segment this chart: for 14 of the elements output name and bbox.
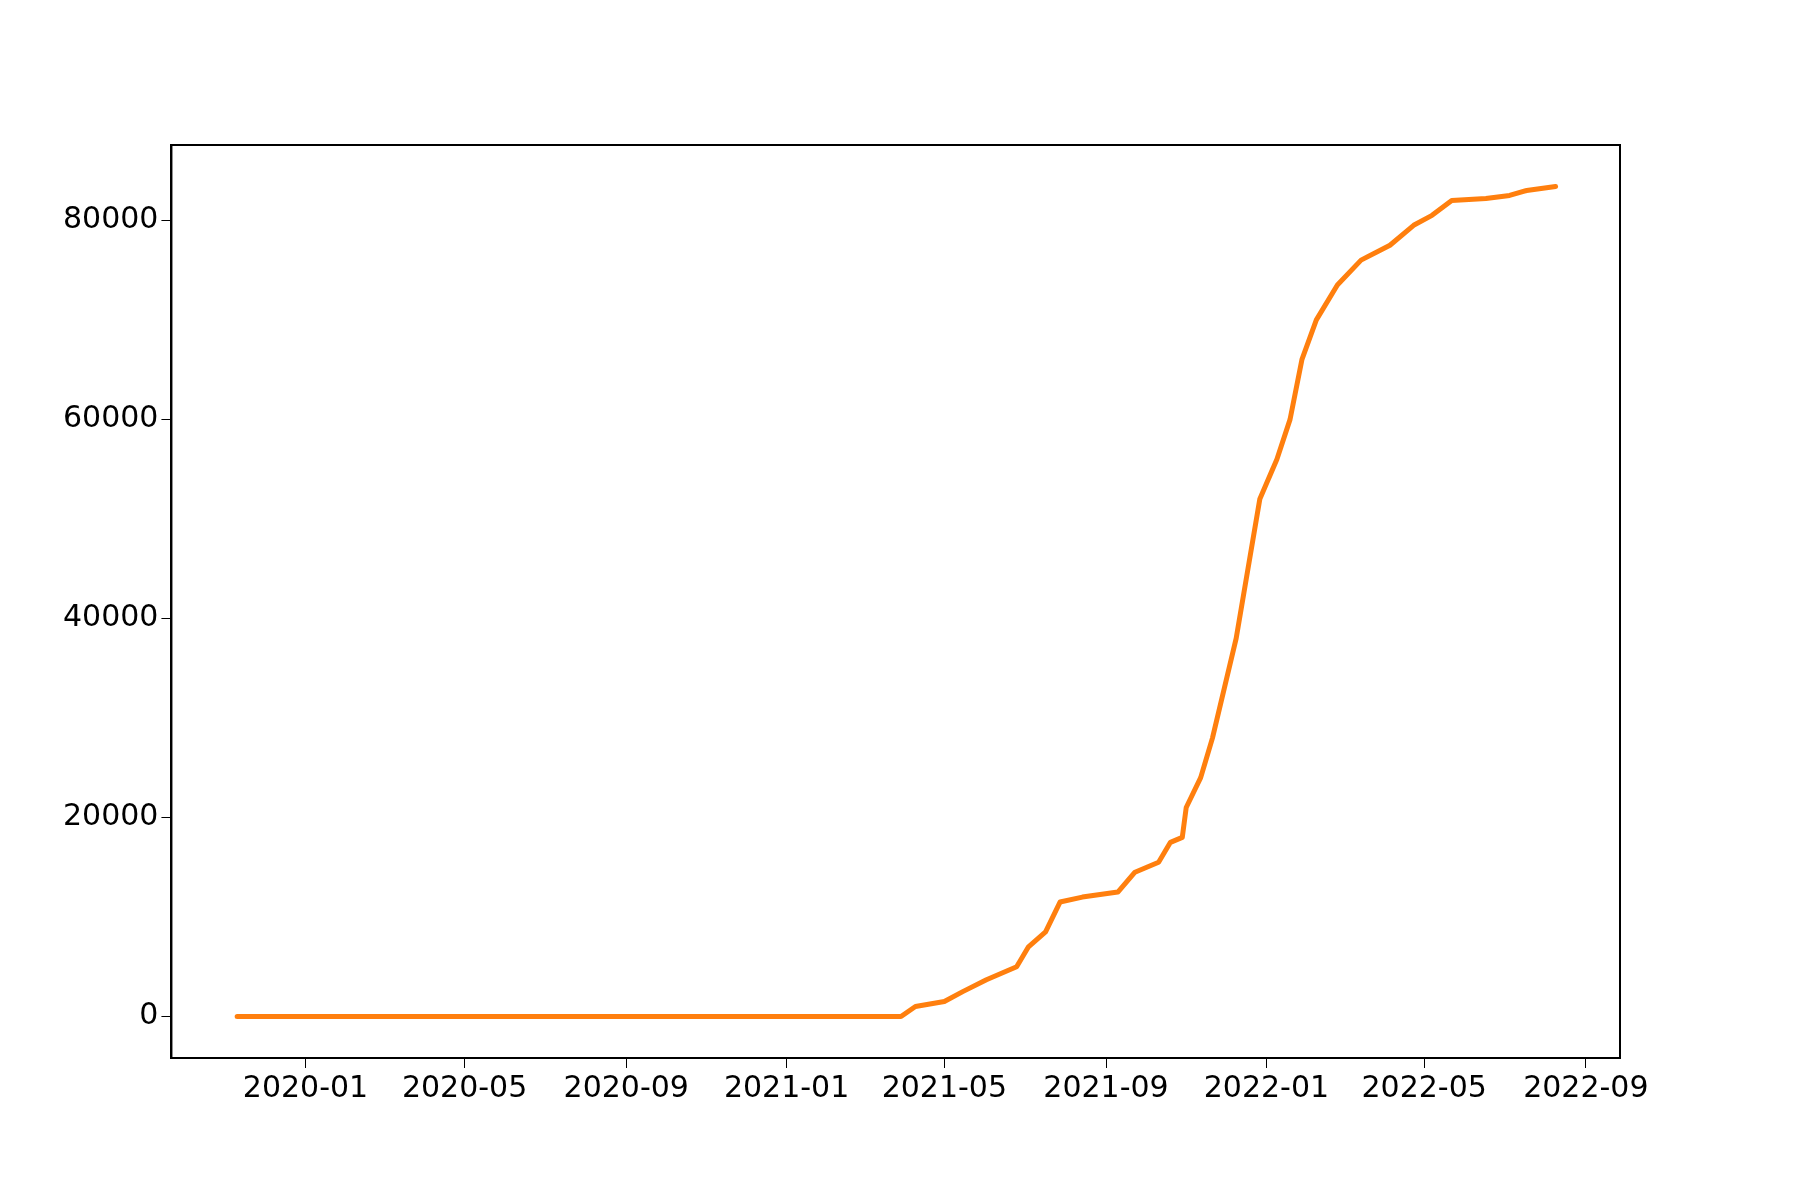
x-tick-label: 2022-01 xyxy=(1203,1068,1330,1104)
y-tick-label: 60000 xyxy=(63,399,159,435)
y-tick-label: 0 xyxy=(139,996,159,1032)
x-tick-label: 2021-09 xyxy=(1043,1068,1169,1104)
x-tick-label: 2020-05 xyxy=(401,1068,528,1104)
x-tick-label: 2022-09 xyxy=(1523,1068,1649,1104)
x-tick-label: 2022-05 xyxy=(1361,1068,1487,1104)
y-tick-label: 20000 xyxy=(63,797,159,833)
x-tick-label: 2020-01 xyxy=(242,1068,369,1104)
y-tick-label: 40000 xyxy=(63,598,159,634)
y-tick-label: 80000 xyxy=(63,200,159,236)
x-tick-label: 2020-09 xyxy=(563,1068,689,1104)
x-tick-label: 2021-05 xyxy=(881,1068,1008,1104)
x-tick-label: 2021-01 xyxy=(723,1068,850,1104)
